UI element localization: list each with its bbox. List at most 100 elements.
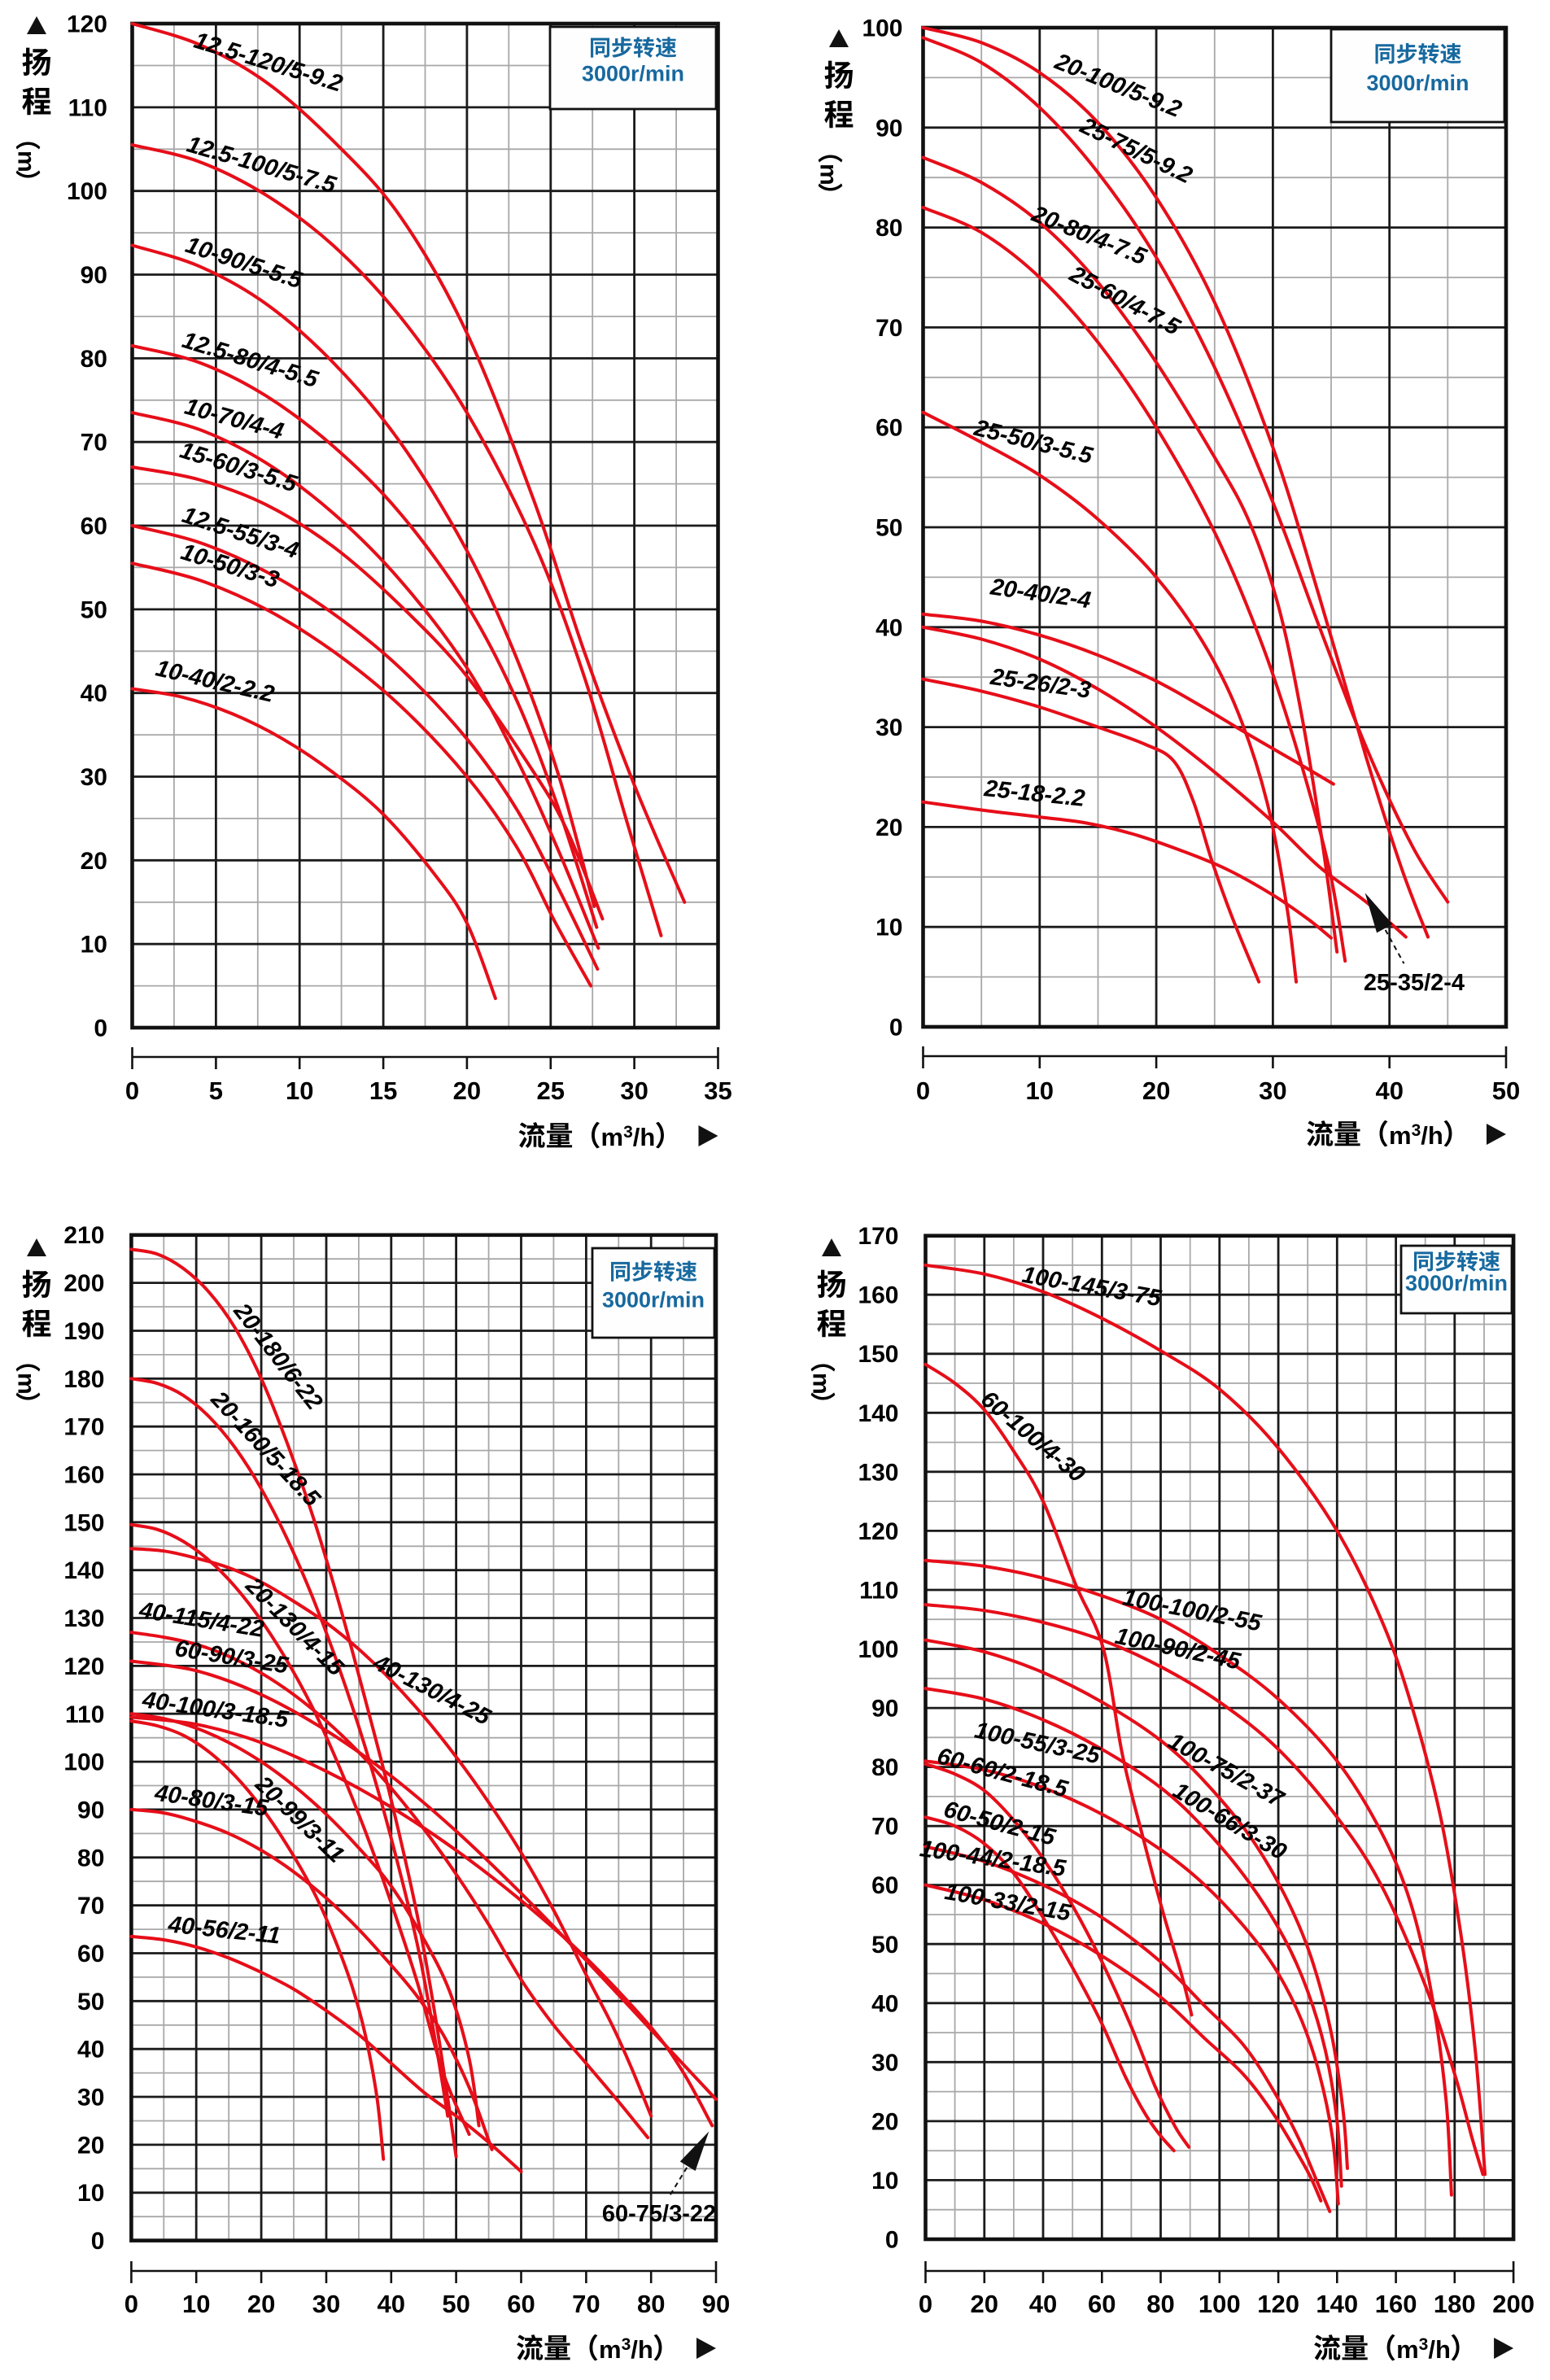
svg-text:5: 5: [209, 1076, 223, 1105]
svg-text:40: 40: [1375, 1076, 1403, 1105]
svg-text:10: 10: [1026, 1076, 1054, 1105]
svg-text:25-35/2-4: 25-35/2-4: [1364, 970, 1465, 996]
svg-text:70: 70: [871, 1814, 898, 1841]
svg-text:110: 110: [859, 1578, 898, 1605]
svg-text:180: 180: [1434, 2290, 1476, 2318]
svg-text:50: 50: [81, 596, 107, 623]
svg-text:180: 180: [63, 1366, 104, 1393]
svg-text:120: 120: [63, 1653, 104, 1680]
svg-text:0: 0: [919, 2290, 932, 2318]
svg-text:30: 30: [81, 764, 107, 791]
svg-text:160: 160: [63, 1462, 104, 1489]
svg-text:80: 80: [1146, 2290, 1174, 2318]
svg-text:80: 80: [871, 1754, 898, 1781]
svg-text:190: 190: [63, 1318, 104, 1345]
svg-text:50: 50: [442, 2290, 469, 2318]
svg-text:m: m: [808, 1373, 835, 1395]
svg-text:200: 200: [1492, 2290, 1535, 2318]
svg-text:0: 0: [94, 1015, 107, 1042]
svg-text:60: 60: [875, 415, 902, 442]
svg-text:60: 60: [1088, 2290, 1116, 2318]
svg-text:120: 120: [858, 1518, 898, 1545]
svg-text:40: 40: [1029, 2290, 1057, 2318]
svg-text:20: 20: [971, 2290, 998, 2318]
svg-text:100: 100: [1199, 2290, 1241, 2318]
svg-text:m: m: [13, 1373, 40, 1395]
svg-text:170: 170: [63, 1414, 104, 1441]
svg-text:35: 35: [704, 1076, 731, 1105]
svg-text:3000r/min: 3000r/min: [602, 1288, 705, 1312]
svg-text:40: 40: [871, 1990, 898, 2017]
svg-text:3000r/min: 3000r/min: [582, 62, 684, 86]
svg-text:10: 10: [871, 2168, 898, 2194]
svg-text:100: 100: [63, 1749, 104, 1776]
svg-text:110: 110: [68, 94, 107, 121]
svg-text:60: 60: [81, 513, 107, 540]
svg-text:90: 90: [702, 2290, 730, 2318]
svg-text:170: 170: [858, 1223, 898, 1250]
svg-text:100: 100: [67, 178, 107, 205]
svg-text:70: 70: [572, 2290, 600, 2318]
svg-text:30: 30: [875, 714, 902, 741]
svg-text:90: 90: [77, 1797, 104, 1823]
svg-text:60-75/3-22: 60-75/3-22: [602, 2201, 716, 2227]
svg-text:m: m: [13, 151, 40, 172]
svg-text:200: 200: [63, 1270, 104, 1297]
svg-text:15: 15: [369, 1076, 397, 1105]
svg-text:60: 60: [871, 1872, 898, 1899]
svg-text:20: 20: [247, 2290, 275, 2318]
svg-text:140: 140: [1316, 2290, 1358, 2318]
svg-text:20: 20: [871, 2108, 898, 2135]
svg-text:0: 0: [124, 2290, 138, 2318]
svg-text:90: 90: [875, 115, 902, 142]
svg-text:40: 40: [875, 614, 902, 641]
svg-text:50: 50: [1492, 1076, 1520, 1105]
svg-text:100: 100: [858, 1636, 898, 1663]
svg-text:110: 110: [65, 1701, 104, 1728]
svg-text:0: 0: [125, 1076, 139, 1105]
svg-text:0: 0: [91, 2228, 105, 2255]
svg-text:210: 210: [63, 1222, 104, 1249]
svg-text:80: 80: [77, 1845, 104, 1871]
svg-text:20: 20: [453, 1076, 481, 1105]
svg-text:30: 30: [871, 2050, 898, 2076]
svg-text:20: 20: [77, 2132, 104, 2159]
svg-text:40: 40: [378, 2290, 405, 2318]
svg-text:70: 70: [875, 315, 902, 342]
svg-text:20: 20: [875, 814, 902, 841]
svg-text:30: 30: [77, 2085, 104, 2111]
svg-text:10: 10: [286, 1076, 313, 1105]
svg-text:30: 30: [1259, 1076, 1286, 1105]
svg-text:150: 150: [63, 1509, 104, 1536]
svg-text:80: 80: [875, 215, 902, 242]
svg-text:120: 120: [67, 11, 107, 38]
svg-text:70: 70: [77, 1893, 104, 1919]
svg-text:60: 60: [507, 2290, 535, 2318]
svg-text:130: 130: [63, 1605, 104, 1632]
svg-text:25: 25: [537, 1076, 565, 1105]
svg-text:50: 50: [77, 1989, 104, 2015]
svg-text:0: 0: [885, 2227, 899, 2254]
svg-text:150: 150: [858, 1341, 898, 1368]
svg-text:10: 10: [81, 932, 107, 959]
svg-text:0: 0: [916, 1076, 930, 1105]
svg-text:120: 120: [1257, 2290, 1299, 2318]
svg-text:40: 40: [77, 2037, 104, 2063]
svg-text:3000r/min: 3000r/min: [1366, 71, 1469, 95]
svg-text:0: 0: [889, 1015, 903, 1042]
svg-text:80: 80: [81, 346, 107, 373]
svg-text:50: 50: [875, 515, 902, 542]
svg-text:10: 10: [77, 2180, 104, 2207]
svg-text:70: 70: [81, 430, 107, 456]
svg-text:30: 30: [620, 1076, 648, 1105]
svg-text:160: 160: [858, 1282, 898, 1309]
svg-text:20: 20: [1142, 1076, 1170, 1105]
svg-text:130: 130: [858, 1459, 898, 1486]
svg-text:m3/h: m3/h: [1396, 2335, 1451, 2364]
svg-text:30: 30: [312, 2290, 340, 2318]
svg-text:90: 90: [871, 1696, 898, 1723]
svg-text:40: 40: [81, 680, 107, 707]
svg-text:60: 60: [77, 1941, 104, 1967]
svg-text:160: 160: [1375, 2290, 1417, 2318]
svg-text:140: 140: [858, 1400, 898, 1427]
